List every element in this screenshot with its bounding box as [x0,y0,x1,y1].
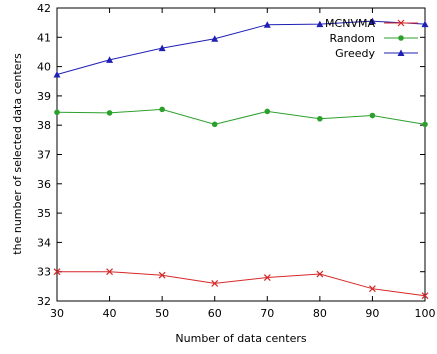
legend-label-greedy: Greedy [335,47,375,60]
x-tick-label: 80 [313,307,327,320]
series-mcnvma [53,268,429,300]
x-tick-label: 90 [365,307,379,320]
legend-marker-greedy [397,49,405,56]
y-tick-label: 36 [37,178,51,191]
data-point-greedy [421,20,429,28]
legend-label-mcnvma: MCNVMA [325,17,375,30]
legend-marker-random [398,35,404,41]
series-line-greedy [56,20,426,75]
x-tick-label: 40 [103,307,117,320]
legend: MCNVMA Random Greedy [325,17,418,60]
legend-label-random: Random [329,32,375,45]
y-tick-label: 42 [37,2,51,15]
data-point-random [159,106,165,113]
y-tick-label: 37 [37,149,51,162]
data-point-random [264,108,271,115]
y-tick-label: 39 [37,90,51,103]
data-point-mcnvma [316,270,324,278]
y-tick-label: 38 [37,119,51,132]
y-tick-label: 35 [37,207,51,220]
y-tick-label: 34 [37,236,51,249]
y-tick-label: 41 [37,31,51,44]
x-tick-label: 50 [155,307,169,320]
data-point-mcnvma [158,271,166,279]
data-point-mcnvma [369,285,376,293]
series-greedy [53,17,429,78]
x-tick-label: 70 [260,307,274,320]
data-point-random [54,109,60,116]
data-point-mcnvma [421,292,429,300]
x-axis-title: Number of data centers [175,332,306,345]
legend-marker-mcnvma [397,19,405,27]
x-axis: 30 40 50 60 70 80 90 100 [50,8,436,320]
data-point-random [422,121,428,128]
data-point-greedy [53,71,61,78]
data-point-greedy [368,17,376,25]
y-axis: 32 33 34 35 36 37 38 39 40 41 42 [37,2,425,308]
data-point-mcnvma [211,279,219,287]
y-tick-label: 33 [37,266,51,279]
y-tick-label: 40 [37,61,51,74]
series-line-random [56,108,426,125]
data-point-mcnvma [53,268,61,276]
x-tick-label: 30 [50,307,64,320]
data-point-random [211,121,218,128]
data-point-random [106,110,113,116]
data-point-mcnvma [263,274,271,281]
plot-area [56,7,426,302]
data-point-greedy [106,56,114,63]
series-random [54,106,428,128]
data-point-mcnvma [106,268,113,276]
data-point-greedy [263,21,271,28]
data-point-random [317,115,323,122]
x-tick-label: 100 [415,307,436,320]
data-point-greedy [158,44,166,52]
y-tick-label: 32 [37,295,51,308]
series-line-mcnvma [57,271,426,297]
data-point-greedy [211,35,219,42]
data-point-greedy [316,20,324,28]
data-point-random [369,112,376,119]
x-tick-label: 60 [208,307,222,320]
y-axis-title: the number of selected data centers [11,53,24,255]
series-layer [53,17,429,300]
